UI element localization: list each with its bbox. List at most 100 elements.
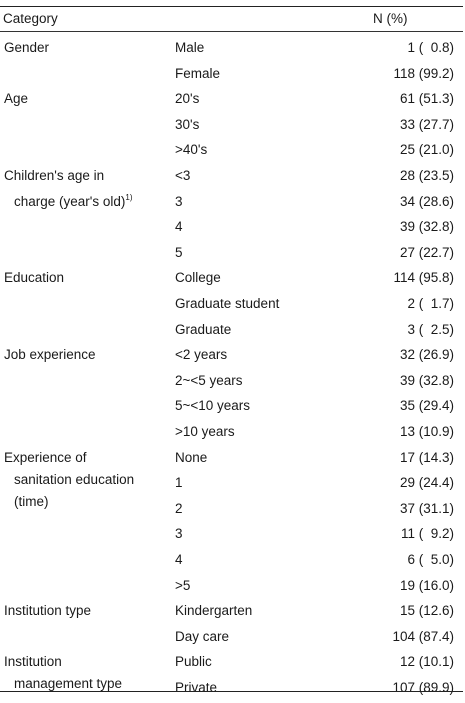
row-count-percent: 61 (51.3) [399,91,454,107]
row-count-percent: 19 (16.0) [399,577,454,593]
row-count-percent: 17 (14.3) [399,449,454,465]
row-category-line2: charge (year's old)1) [14,193,133,209]
row-subcategory: 3 [175,526,183,542]
table-top-rule [0,6,463,7]
row-count-percent: 39 (32.8) [399,219,454,235]
row-subcategory: >40's [175,142,208,158]
row-count-percent: 32 (26.9) [399,347,454,363]
row-count-percent: 35 (29.4) [399,398,454,414]
row-category-line1: Gender [4,40,50,55]
row-count-percent: 25 (21.0) [399,142,454,158]
row-count-percent: 114 (95.8) [393,270,454,286]
row-subcategory: 2 [175,500,183,516]
row-subcategory: <3 [175,168,191,183]
row-subcategory: Private [175,680,218,695]
table-bottom-rule [0,691,463,692]
table-row: Day care 104 (87.4) [0,626,463,652]
row-count-percent: 104 (87.4) [392,628,454,644]
table-row: >10 years 13 (10.9) [0,421,463,447]
row-count-percent: 33 (27.7) [399,116,454,132]
header-n-percent: N (%) [373,11,408,26]
row-category: Children's age in charge (year's old)1) [4,165,133,213]
row-subcategory: 5~<10 years [175,398,251,414]
row-count-percent: 3 ( 2.5) [407,321,454,337]
row-category-line2: sanitation education [14,471,135,487]
table-row: Experience of sanitation education (time) N… [0,447,463,509]
row-category-line1: Education [4,270,65,286]
table-row: Education College 114 (95.8) [0,267,463,293]
header-category: Category [3,11,58,26]
row-subcategory: 30's [175,116,200,132]
row-subcategory: 20's [175,91,200,107]
row-subcategory: Female [175,65,221,81]
table-row: Age 20's 61 (51.3) [0,88,463,114]
table-row: Children's age in charge (year's old)1) <3… [0,165,463,209]
row-subcategory: 2~<5 years [175,372,243,388]
footnote-marker: 1) [125,193,133,202]
table-row: 30's 33 (27.7) [0,114,463,140]
row-subcategory: 5 [175,244,183,260]
row-count-percent: 11 ( 9.2) [400,526,454,542]
row-subcategory: 4 [175,219,183,235]
row-category: Institution type [4,600,91,622]
row-subcategory: Graduate student [175,296,280,311]
row-category-line1: Institution type [4,603,92,619]
row-count-percent: 6 ( 5.0) [407,552,454,567]
row-subcategory: Public [175,654,212,670]
row-category-line1: Experience of [4,449,87,465]
row-count-percent: 29 (24.4) [399,475,454,491]
row-count-percent: 15 (12.6) [399,603,454,619]
table-row: 3 11 ( 9.2) [0,523,463,549]
row-count-percent: 107 (89.9) [392,680,454,695]
row-count-percent: 1 ( 0.8) [407,40,454,55]
row-subcategory: 4 [175,552,183,567]
table-row: 1 29 (24.4) [0,472,463,498]
table-header-rule [0,31,463,32]
table-row: 5~<10 years 35 (29.4) [0,395,463,421]
table-row: 2~<5 years 39 (32.8) [0,370,463,396]
row-count-percent: 118 (99.2) [393,65,454,81]
row-subcategory: >10 years [175,424,235,439]
row-category: Institution management type [4,651,122,695]
row-subcategory: Kindergarten [175,603,253,619]
table-row: >5 19 (16.0) [0,575,463,601]
row-category-line3: (time) [14,493,49,509]
row-count-percent: 27 (22.7) [399,244,454,260]
row-count-percent: 34 (28.6) [399,193,454,209]
row-subcategory: <2 years [175,347,228,363]
table-row: 4 6 ( 5.0) [0,549,463,575]
row-category: Age [4,88,28,110]
row-subcategory: None [175,449,208,465]
row-category: Gender [4,37,49,59]
row-count-percent: 39 (32.8) [399,372,454,388]
table-row: Institution type Kindergarten 15 (12.6) [0,600,463,626]
row-subcategory: Day care [175,628,230,644]
row-subcategory: Graduate [175,321,232,337]
table-row: Job experience <2 years 32 (26.9) [0,344,463,370]
row-count-percent: 2 ( 1.7) [407,296,454,311]
table-row: Institution management type Public 12 (10.1… [0,651,463,691]
row-subcategory: 3 [175,193,183,209]
table-row: >40's 25 (21.0) [0,139,463,165]
row-subcategory: College [175,270,221,286]
row-count-percent: 28 (23.5) [399,168,454,183]
row-category-line2: management type [14,676,123,692]
row-category-line1: Job experience [4,347,96,363]
row-subcategory: Male [175,40,205,55]
table-row: 2 37 (31.1) [0,498,463,524]
table-row: Female 118 (99.2) [0,63,463,89]
table-row: 3 34 (28.6) [0,191,463,217]
table-row: 5 27 (22.7) [0,242,463,268]
row-count-percent: 13 (10.9) [399,424,454,439]
row-category-line1: Children's age in [4,168,105,183]
row-count-percent: 12 (10.1) [399,654,454,670]
row-category: Job experience [4,344,96,366]
row-subcategory: 1 [175,475,183,491]
row-count-percent: 37 (31.1) [399,500,454,516]
row-category-line1: Institution [4,654,62,670]
row-category-line1: Age [4,91,29,107]
row-subcategory: >5 [175,577,191,593]
row-category: Education [4,267,64,289]
table-row: Graduate student 2 ( 1.7) [0,293,463,319]
table-row: Gender Male 1 ( 0.8) [0,37,463,63]
